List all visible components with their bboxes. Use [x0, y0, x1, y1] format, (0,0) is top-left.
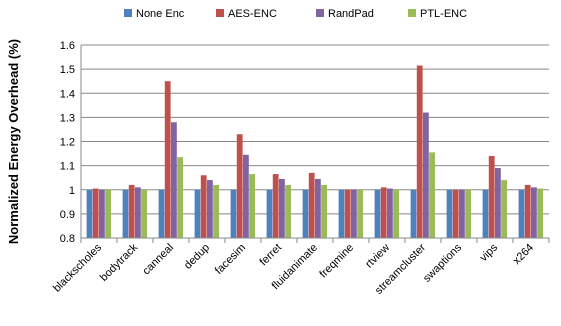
- bar-randpad-ferret: [279, 178, 285, 238]
- legend-label: RandPad: [328, 8, 374, 20]
- bar-ptl-enc-vips: [501, 180, 507, 238]
- bar-randpad-facesim: [243, 154, 249, 238]
- x-tick-label: vips: [478, 241, 501, 264]
- y-tick-label: 1.1: [60, 161, 75, 173]
- bar-none-enc-fluidanimate: [302, 189, 309, 238]
- bar-ptl-enc-facesim: [249, 174, 255, 238]
- x-tick-label: freqmine: [317, 242, 356, 281]
- bar-none-enc-vips: [482, 189, 489, 238]
- x-tick-label: blackscholes: [51, 241, 104, 294]
- y-tick-label: 1.3: [60, 112, 75, 124]
- bars: [86, 65, 543, 238]
- bar-none-enc-dedup: [194, 189, 201, 238]
- bar-none-enc-facesim: [230, 189, 237, 238]
- bar-aes-enc-ferret: [272, 174, 279, 238]
- x-tick-label: ferret: [257, 242, 284, 269]
- bar-aes-enc-bodytrack: [128, 184, 135, 238]
- bar-randpad-vips: [495, 168, 501, 238]
- bar-aes-enc-fluidanimate: [308, 172, 315, 238]
- bar-randpad-bodytrack: [135, 187, 141, 238]
- bar-ptl-enc-blackscholes: [105, 189, 111, 238]
- bar-aes-enc-blackscholes: [92, 188, 99, 238]
- bar-aes-enc-streamcluster: [416, 65, 423, 238]
- bar-randpad-blackscholes: [99, 189, 105, 238]
- bar-ptl-enc-rtview: [393, 189, 399, 238]
- bar-ptl-enc-canneal: [177, 157, 183, 238]
- legend-swatch: [124, 9, 132, 17]
- bar-aes-enc-rtview: [380, 187, 387, 238]
- legend-swatch: [216, 9, 224, 17]
- bar-none-enc-bodytrack: [122, 189, 129, 238]
- bar-randpad-streamcluster: [423, 112, 429, 238]
- bar-none-enc-x264: [518, 189, 525, 238]
- legend-swatch: [408, 9, 416, 17]
- y-tick-label: 1: [69, 185, 75, 197]
- legend-label: None Enc: [136, 8, 185, 20]
- bar-randpad-fluidanimate: [315, 178, 321, 238]
- bar-aes-enc-x264: [524, 184, 531, 238]
- legend-label: PTL-ENC: [420, 8, 467, 20]
- bar-ptl-enc-streamcluster: [429, 152, 435, 238]
- x-tick-label: canneal: [140, 242, 176, 278]
- x-tick-label: swaptions: [421, 241, 464, 284]
- bar-ptl-enc-fluidanimate: [321, 184, 327, 238]
- bar-none-enc-blackscholes: [86, 189, 93, 238]
- bar-none-enc-streamcluster: [410, 189, 417, 238]
- bar-aes-enc-dedup: [200, 175, 207, 238]
- legend-label: AES-ENC: [228, 8, 277, 20]
- bar-ptl-enc-x264: [537, 188, 543, 238]
- legend: None Enc AES-ENC RandPad PTL-ENC: [124, 8, 467, 20]
- x-tick-label: dedup: [182, 242, 212, 272]
- bar-randpad-dedup: [207, 180, 213, 238]
- y-axis-label: Normalized Energy Overhead (%): [6, 39, 21, 244]
- bar-randpad-swaptions: [459, 189, 465, 238]
- bar-none-enc-ferret: [266, 189, 273, 238]
- bar-randpad-x264: [531, 187, 537, 238]
- bar-randpad-canneal: [171, 122, 177, 238]
- bar-ptl-enc-ferret: [285, 184, 291, 238]
- x-tick-label: bodytrack: [98, 241, 141, 284]
- bar-aes-enc-facesim: [236, 134, 243, 238]
- y-tick-label: 1.5: [60, 64, 75, 76]
- y-axis-ticks: 0.8 0.9 1 1.1 1.2 1.3 1.4 1.5 1.6: [60, 40, 75, 245]
- x-tick-label: rtview: [363, 242, 392, 271]
- bar-randpad-rtview: [387, 188, 393, 238]
- bar-ptl-enc-freqmine: [357, 189, 363, 238]
- bar-none-enc-canneal: [158, 189, 165, 238]
- x-tick-label: facesim: [213, 242, 248, 277]
- bar-aes-enc-freqmine: [344, 189, 351, 238]
- legend-swatch: [316, 9, 324, 17]
- bar-none-enc-swaptions: [446, 189, 453, 238]
- bar-ptl-enc-bodytrack: [141, 189, 147, 238]
- bar-randpad-freqmine: [351, 189, 357, 238]
- y-tick-label: 1.2: [60, 137, 75, 149]
- bar-aes-enc-swaptions: [452, 189, 459, 238]
- bar-aes-enc-canneal: [164, 81, 171, 238]
- y-tick-label: 0.9: [60, 209, 75, 221]
- x-tick-label: x264: [511, 242, 536, 267]
- y-tick-label: 0.8: [60, 233, 75, 245]
- bar-ptl-enc-swaptions: [465, 189, 471, 238]
- y-tick-label: 1.6: [60, 40, 75, 52]
- axes: [80, 45, 550, 243]
- bar-aes-enc-vips: [488, 155, 495, 238]
- bar-none-enc-rtview: [374, 189, 381, 238]
- y-tick-label: 1.4: [60, 88, 75, 100]
- bar-ptl-enc-dedup: [213, 184, 219, 238]
- bar-none-enc-freqmine: [338, 189, 345, 238]
